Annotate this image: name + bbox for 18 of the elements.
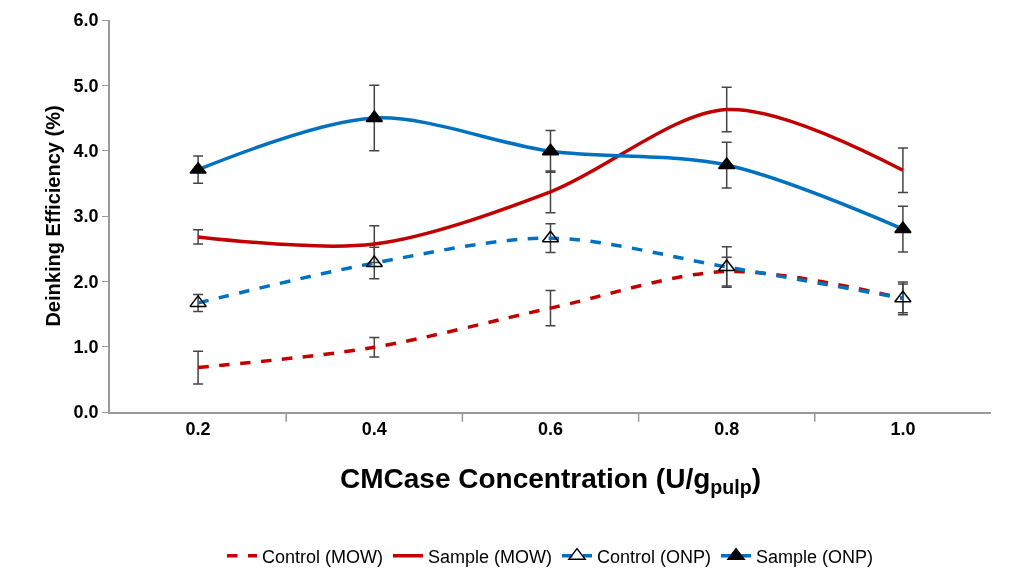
x-tick-label: 1.0	[890, 419, 916, 440]
y-tick-label: 4.0	[73, 140, 99, 161]
y-tick-label: 5.0	[73, 75, 99, 96]
legend-label: Sample (MOW)	[428, 546, 553, 567]
x-tick-label: 0.2	[185, 419, 211, 440]
legend-label: Control (ONP)	[597, 546, 712, 567]
y-tick-label: 0.0	[73, 402, 99, 423]
x-axis-title: CMCase Concentration (U/g$_{pulp}$)	[340, 462, 761, 498]
y-tick-label: 6.0	[73, 10, 99, 31]
legend-label: Control (MOW)	[262, 546, 383, 567]
y-axis-title: Deinking Efficiency (%)	[41, 105, 64, 327]
y-tick-label: 2.0	[73, 271, 99, 292]
x-tick-label: 0.6	[537, 419, 564, 440]
x-tick-label: 0.8	[714, 419, 740, 440]
y-tick-label: 3.0	[73, 206, 99, 227]
x-tick-label: 0.4	[361, 419, 387, 440]
legend-label: Sample (ONP)	[756, 546, 874, 567]
y-tick-label: 1.0	[73, 336, 99, 357]
